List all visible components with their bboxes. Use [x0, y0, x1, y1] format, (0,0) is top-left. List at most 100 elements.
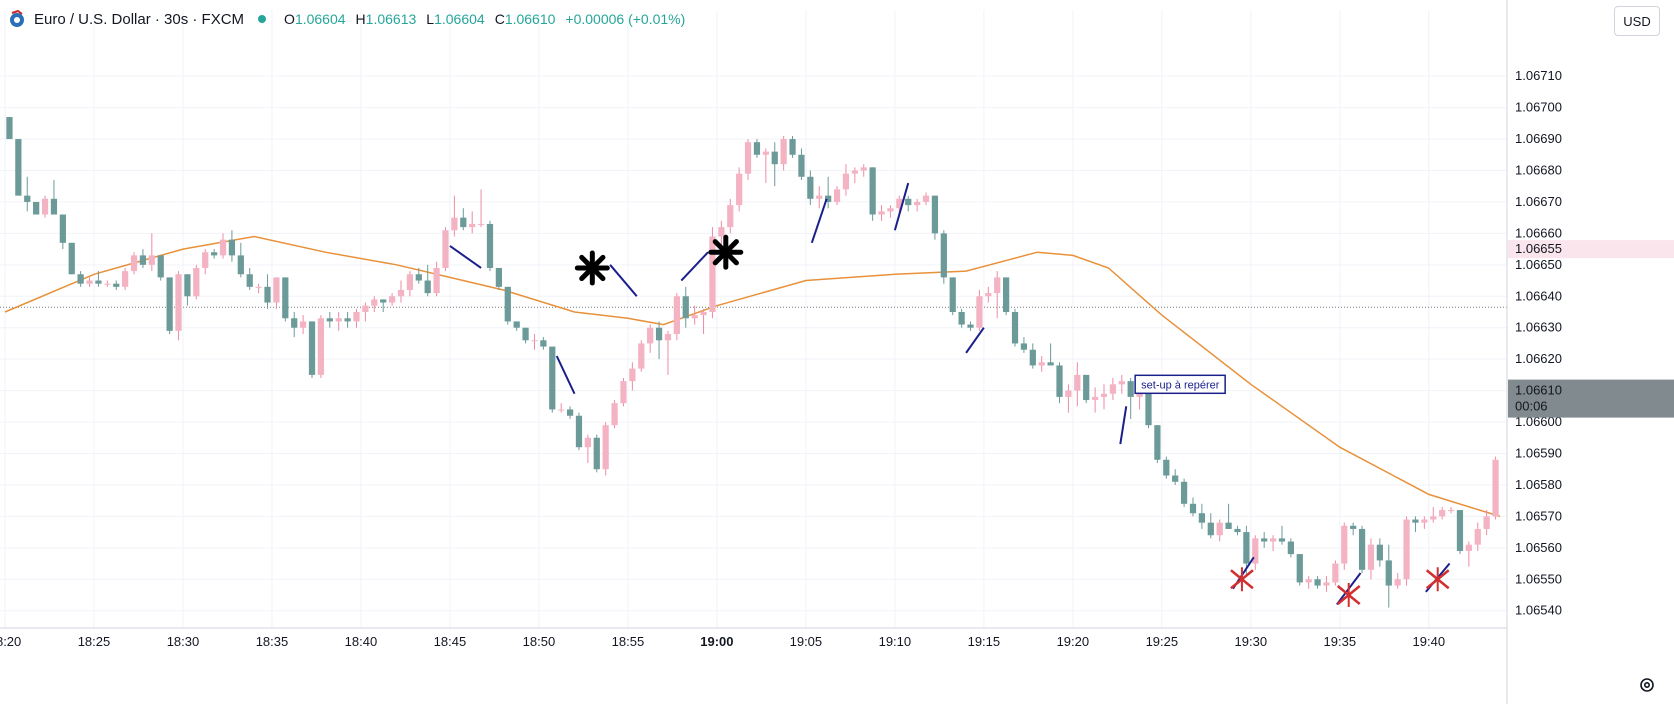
candle-body [1118, 381, 1125, 385]
candle-body [1261, 538, 1268, 542]
candle-body [540, 340, 547, 347]
candle-body [593, 437, 600, 470]
candle-body [967, 324, 974, 328]
x-tick-label: 19:10 [879, 634, 912, 649]
candle-body [469, 223, 476, 228]
candle-body [1421, 519, 1428, 523]
candle-body [869, 167, 876, 215]
annotation-trend-line [1119, 406, 1128, 445]
y-tick-label: 1.06660 [1515, 225, 1562, 240]
candle-body [922, 195, 930, 202]
candle-body [673, 296, 680, 334]
candle-body [549, 346, 556, 410]
symbol-title[interactable]: Euro / U.S. Dollar · 30s · FXCM [34, 10, 245, 28]
candle-body [647, 327, 654, 344]
candle-body [50, 198, 58, 215]
candle-body [353, 311, 360, 322]
candle-body [406, 274, 414, 290]
candle-body [6, 117, 13, 140]
candle-body [86, 280, 93, 284]
candle-body [1163, 459, 1170, 476]
candle-body [424, 280, 431, 294]
x-tick-label: 18:40 [345, 634, 378, 649]
y-tick-label: 1.06630 [1515, 320, 1562, 335]
candle-body [433, 267, 440, 294]
candle-body [949, 277, 956, 312]
y-tick-label: 1.06590 [1515, 445, 1562, 460]
candle-body [308, 321, 316, 375]
candle-body [513, 321, 520, 328]
candle-body [504, 286, 511, 322]
currency-button[interactable]: USD [1614, 6, 1660, 36]
asterisk-marker [712, 239, 739, 266]
candle-body [451, 217, 458, 231]
candle-body [1180, 481, 1188, 504]
candle-body [878, 211, 885, 215]
candle-body [41, 198, 49, 215]
candle-body [380, 299, 387, 303]
x-tick-label: 19:15 [968, 634, 1001, 649]
candle-body [1065, 390, 1072, 397]
candle-body [1412, 519, 1419, 523]
candle-body [486, 223, 494, 268]
candle-body [1172, 475, 1179, 482]
y-tick-label: 1.06650 [1515, 257, 1562, 272]
annotation-trend-line [555, 355, 576, 395]
candle-body [1056, 365, 1063, 397]
x-tick-label: 19:00 [700, 634, 733, 649]
candle-body [744, 142, 752, 174]
candle-body [575, 415, 583, 448]
candle-body [193, 267, 200, 297]
candle-body [1109, 384, 1117, 394]
candle-body [1367, 544, 1375, 570]
candle-body [33, 201, 40, 215]
annotation-trend-line [965, 327, 985, 354]
candle-body [326, 318, 333, 322]
x-tick-label: 18:35 [256, 634, 289, 649]
candle-body [851, 170, 858, 174]
candle-body [825, 195, 832, 202]
candle-body [1341, 525, 1348, 564]
x-tick-label: 18:30 [167, 634, 200, 649]
settings-gear-icon[interactable] [1636, 674, 1658, 696]
candle-body [985, 293, 992, 297]
y-tick-label: 1.06680 [1515, 162, 1562, 177]
candle-body [718, 227, 725, 237]
candle-body [495, 267, 502, 287]
candle-body [1029, 349, 1036, 366]
candle-body [896, 198, 903, 209]
candle-body [24, 195, 31, 202]
x-tick-label: 18:25 [78, 634, 111, 649]
candle-body [299, 321, 307, 328]
candle-body [994, 277, 1001, 294]
x-tick-label: 18:45 [434, 634, 467, 649]
y-tick-label: 1.06580 [1515, 477, 1562, 492]
candle-body [317, 318, 325, 375]
candle-body [664, 334, 672, 341]
candle-body [1189, 503, 1197, 514]
candle-body [602, 425, 609, 470]
candle-body [1216, 522, 1223, 536]
candle-body [264, 286, 271, 303]
candle-body [113, 283, 120, 287]
candle-body [415, 274, 422, 281]
candle-body [1145, 390, 1152, 426]
candle-body [95, 280, 102, 284]
candle-body [273, 277, 280, 303]
candle-body [344, 318, 351, 322]
candle-body [620, 381, 627, 404]
candle-body [753, 142, 761, 155]
candle-body [860, 167, 867, 171]
candle-body [771, 151, 778, 165]
candle-body [1074, 374, 1081, 391]
candle-body [807, 176, 814, 199]
candle-body [1154, 425, 1161, 460]
y-tick-label: 1.06710 [1515, 68, 1562, 83]
candle-body [1011, 311, 1019, 344]
candle-body [1287, 541, 1294, 555]
candle-body [1003, 277, 1010, 312]
candle-body [833, 189, 841, 202]
x-tick-label: 19:30 [1235, 634, 1268, 649]
y-tick-label: 1.06690 [1515, 131, 1562, 146]
